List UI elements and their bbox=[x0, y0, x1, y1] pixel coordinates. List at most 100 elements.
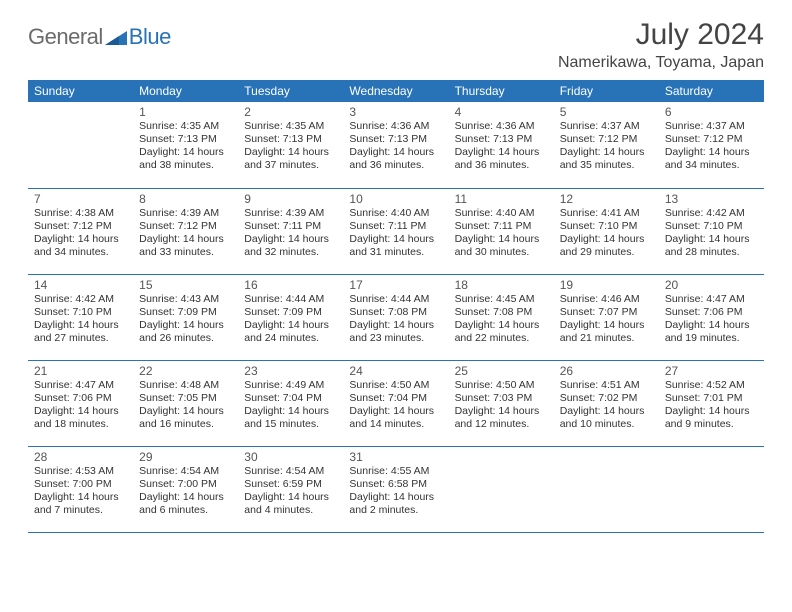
calendar-cell: 5Sunrise: 4:37 AMSunset: 7:12 PMDaylight… bbox=[554, 102, 659, 188]
cell-text: Daylight: 14 hours bbox=[244, 405, 337, 418]
calendar-cell: 23Sunrise: 4:49 AMSunset: 7:04 PMDayligh… bbox=[238, 360, 343, 446]
cell-text: and 30 minutes. bbox=[455, 246, 548, 259]
cell-text: and 4 minutes. bbox=[244, 504, 337, 517]
month-title: July 2024 bbox=[558, 18, 764, 52]
cell-text: Sunset: 7:13 PM bbox=[139, 133, 232, 146]
cell-text: and 38 minutes. bbox=[139, 159, 232, 172]
cell-text: Sunrise: 4:35 AM bbox=[244, 120, 337, 133]
cell-text: Sunrise: 4:48 AM bbox=[139, 379, 232, 392]
cell-text: Sunrise: 4:39 AM bbox=[139, 207, 232, 220]
brand-triangle-icon bbox=[105, 28, 127, 46]
calendar-row: 1Sunrise: 4:35 AMSunset: 7:13 PMDaylight… bbox=[28, 102, 764, 188]
cell-text: and 34 minutes. bbox=[665, 159, 758, 172]
cell-text: Sunset: 7:10 PM bbox=[665, 220, 758, 233]
cell-text: Daylight: 14 hours bbox=[455, 233, 548, 246]
brand-text-1: General bbox=[28, 24, 103, 50]
day-number: 6 bbox=[665, 105, 758, 119]
day-header: Tuesday bbox=[238, 80, 343, 102]
cell-text: Sunrise: 4:35 AM bbox=[139, 120, 232, 133]
cell-text: Sunrise: 4:51 AM bbox=[560, 379, 653, 392]
cell-text: Sunrise: 4:45 AM bbox=[455, 293, 548, 306]
cell-text: Daylight: 14 hours bbox=[349, 491, 442, 504]
calendar-cell: 24Sunrise: 4:50 AMSunset: 7:04 PMDayligh… bbox=[343, 360, 448, 446]
calendar-cell: 30Sunrise: 4:54 AMSunset: 6:59 PMDayligh… bbox=[238, 446, 343, 532]
calendar-cell: 26Sunrise: 4:51 AMSunset: 7:02 PMDayligh… bbox=[554, 360, 659, 446]
cell-text: Sunrise: 4:50 AM bbox=[349, 379, 442, 392]
day-number: 1 bbox=[139, 105, 232, 119]
cell-text: Sunrise: 4:49 AM bbox=[244, 379, 337, 392]
calendar-cell: 7Sunrise: 4:38 AMSunset: 7:12 PMDaylight… bbox=[28, 188, 133, 274]
cell-text: Daylight: 14 hours bbox=[665, 319, 758, 332]
day-number: 11 bbox=[455, 192, 548, 206]
cell-text: Daylight: 14 hours bbox=[349, 405, 442, 418]
cell-text: Daylight: 14 hours bbox=[34, 233, 127, 246]
calendar-cell: 25Sunrise: 4:50 AMSunset: 7:03 PMDayligh… bbox=[449, 360, 554, 446]
day-header: Sunday bbox=[28, 80, 133, 102]
cell-text: Sunset: 7:02 PM bbox=[560, 392, 653, 405]
cell-text: Sunset: 7:10 PM bbox=[560, 220, 653, 233]
cell-text: Sunset: 7:12 PM bbox=[34, 220, 127, 233]
cell-text: Sunset: 7:04 PM bbox=[349, 392, 442, 405]
cell-text: Sunset: 7:07 PM bbox=[560, 306, 653, 319]
cell-text: Daylight: 14 hours bbox=[560, 146, 653, 159]
cell-text: Sunrise: 4:54 AM bbox=[244, 465, 337, 478]
cell-text: Sunrise: 4:36 AM bbox=[349, 120, 442, 133]
calendar-cell: 4Sunrise: 4:36 AMSunset: 7:13 PMDaylight… bbox=[449, 102, 554, 188]
cell-text: Sunrise: 4:38 AM bbox=[34, 207, 127, 220]
calendar-row: 28Sunrise: 4:53 AMSunset: 7:00 PMDayligh… bbox=[28, 446, 764, 532]
calendar-cell: 20Sunrise: 4:47 AMSunset: 7:06 PMDayligh… bbox=[659, 274, 764, 360]
cell-text: Sunset: 6:58 PM bbox=[349, 478, 442, 491]
calendar-cell: 29Sunrise: 4:54 AMSunset: 7:00 PMDayligh… bbox=[133, 446, 238, 532]
cell-text: Sunrise: 4:40 AM bbox=[455, 207, 548, 220]
cell-text: Sunrise: 4:39 AM bbox=[244, 207, 337, 220]
day-number: 9 bbox=[244, 192, 337, 206]
cell-text: Sunset: 7:08 PM bbox=[349, 306, 442, 319]
cell-text: Sunrise: 4:37 AM bbox=[560, 120, 653, 133]
cell-text: and 14 minutes. bbox=[349, 418, 442, 431]
cell-text: and 36 minutes. bbox=[349, 159, 442, 172]
title-block: July 2024 Namerikawa, Toyama, Japan bbox=[558, 18, 764, 72]
calendar-cell: 21Sunrise: 4:47 AMSunset: 7:06 PMDayligh… bbox=[28, 360, 133, 446]
day-number: 18 bbox=[455, 278, 548, 292]
calendar-cell: 18Sunrise: 4:45 AMSunset: 7:08 PMDayligh… bbox=[449, 274, 554, 360]
day-number: 3 bbox=[349, 105, 442, 119]
calendar-cell: 15Sunrise: 4:43 AMSunset: 7:09 PMDayligh… bbox=[133, 274, 238, 360]
day-header-row: SundayMondayTuesdayWednesdayThursdayFrid… bbox=[28, 80, 764, 102]
cell-text: Sunset: 7:09 PM bbox=[244, 306, 337, 319]
cell-text: Sunrise: 4:52 AM bbox=[665, 379, 758, 392]
cell-text: Sunrise: 4:47 AM bbox=[34, 379, 127, 392]
cell-text: Sunrise: 4:41 AM bbox=[560, 207, 653, 220]
calendar-cell: 17Sunrise: 4:44 AMSunset: 7:08 PMDayligh… bbox=[343, 274, 448, 360]
day-number: 27 bbox=[665, 364, 758, 378]
cell-text: Sunrise: 4:50 AM bbox=[455, 379, 548, 392]
calendar-head: SundayMondayTuesdayWednesdayThursdayFrid… bbox=[28, 80, 764, 102]
day-number: 22 bbox=[139, 364, 232, 378]
day-number: 16 bbox=[244, 278, 337, 292]
cell-text: Sunrise: 4:42 AM bbox=[34, 293, 127, 306]
header: General Blue July 2024 Namerikawa, Toyam… bbox=[28, 18, 764, 72]
cell-text: Sunset: 7:13 PM bbox=[244, 133, 337, 146]
cell-text: and 12 minutes. bbox=[455, 418, 548, 431]
cell-text: Daylight: 14 hours bbox=[349, 233, 442, 246]
cell-text: Daylight: 14 hours bbox=[244, 491, 337, 504]
day-header: Saturday bbox=[659, 80, 764, 102]
day-header: Monday bbox=[133, 80, 238, 102]
cell-text: Sunrise: 4:55 AM bbox=[349, 465, 442, 478]
calendar-cell: 22Sunrise: 4:48 AMSunset: 7:05 PMDayligh… bbox=[133, 360, 238, 446]
day-number: 4 bbox=[455, 105, 548, 119]
day-header: Wednesday bbox=[343, 80, 448, 102]
cell-text: and 27 minutes. bbox=[34, 332, 127, 345]
day-number: 24 bbox=[349, 364, 442, 378]
day-number: 30 bbox=[244, 450, 337, 464]
cell-text: Daylight: 14 hours bbox=[560, 405, 653, 418]
cell-text: and 34 minutes. bbox=[34, 246, 127, 259]
cell-text: Sunset: 7:12 PM bbox=[665, 133, 758, 146]
day-number: 17 bbox=[349, 278, 442, 292]
cell-text: and 10 minutes. bbox=[560, 418, 653, 431]
cell-text: and 21 minutes. bbox=[560, 332, 653, 345]
cell-text: Sunset: 7:05 PM bbox=[139, 392, 232, 405]
day-number: 19 bbox=[560, 278, 653, 292]
calendar-cell: 31Sunrise: 4:55 AMSunset: 6:58 PMDayligh… bbox=[343, 446, 448, 532]
calendar-cell: 13Sunrise: 4:42 AMSunset: 7:10 PMDayligh… bbox=[659, 188, 764, 274]
calendar-cell: 19Sunrise: 4:46 AMSunset: 7:07 PMDayligh… bbox=[554, 274, 659, 360]
